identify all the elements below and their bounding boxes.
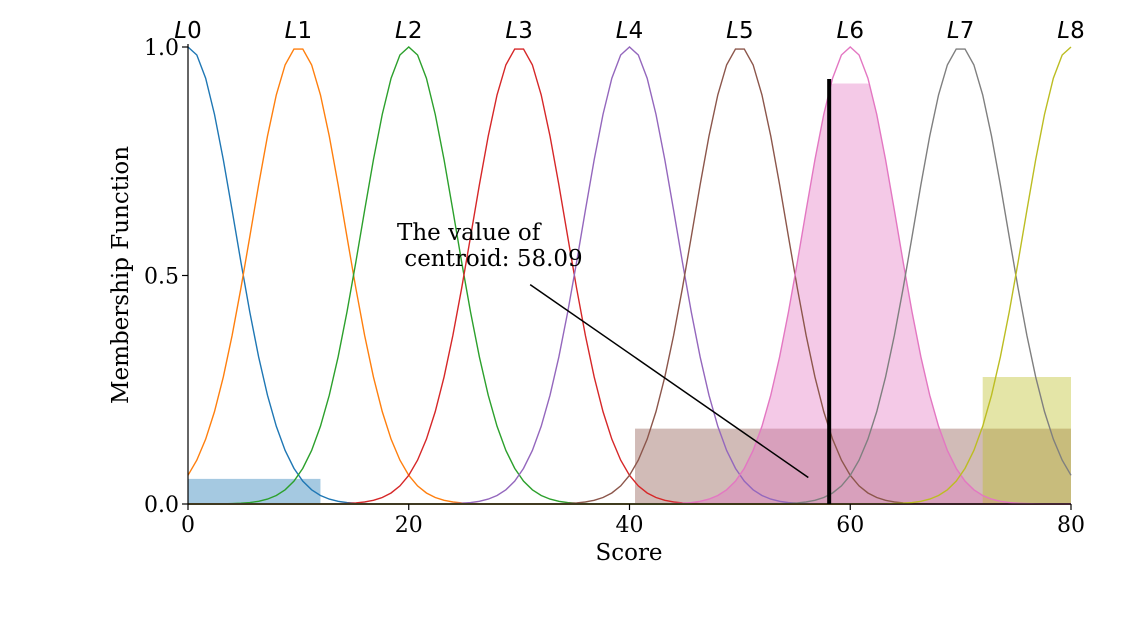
annotation-arrow	[529, 284, 809, 479]
x-tick-label: 80	[1057, 513, 1085, 538]
y-tick-label: 1.0	[144, 36, 179, 61]
x-tick-label: 40	[616, 513, 644, 538]
series-label-l6: L6	[837, 18, 864, 44]
annotation-line-1: The value of	[397, 220, 542, 246]
x-tick-label: 60	[836, 513, 864, 538]
series-label-l3: L3	[505, 18, 532, 44]
x-tick-label: 0	[181, 513, 195, 538]
filled-region-l8	[982, 376, 1071, 504]
series-labels: L0 L1 L2 L3 L4 L5 L6 L7 L8	[174, 18, 1084, 44]
series-label-l5: L5	[726, 18, 753, 44]
filled-regions	[188, 83, 1071, 504]
centroid-annotation: The value of centroid: 58.09	[397, 220, 809, 479]
series-label-l4: L4	[616, 18, 643, 44]
y-axis-label: Membership Function	[108, 146, 134, 404]
x-axis-label: Score	[595, 540, 662, 566]
y-tick-label: 0.0	[144, 493, 179, 518]
annotation-line-2: centroid: 58.09	[397, 246, 583, 272]
axes: 0 20 40 60 80 0.0 0.5 1.0	[144, 36, 1085, 538]
series-label-l8: L8	[1057, 18, 1084, 44]
series-label-l7: L7	[947, 18, 974, 44]
y-tick-label: 0.5	[144, 265, 179, 290]
x-tick-label: 20	[395, 513, 423, 538]
series-label-l1: L1	[285, 18, 312, 44]
series-label-l2: L2	[395, 18, 422, 44]
filled-region-l6	[629, 83, 1071, 504]
filled-region-l0	[188, 478, 321, 504]
series-label-l0: L0	[174, 18, 201, 44]
filled-region-l5	[635, 428, 1071, 504]
